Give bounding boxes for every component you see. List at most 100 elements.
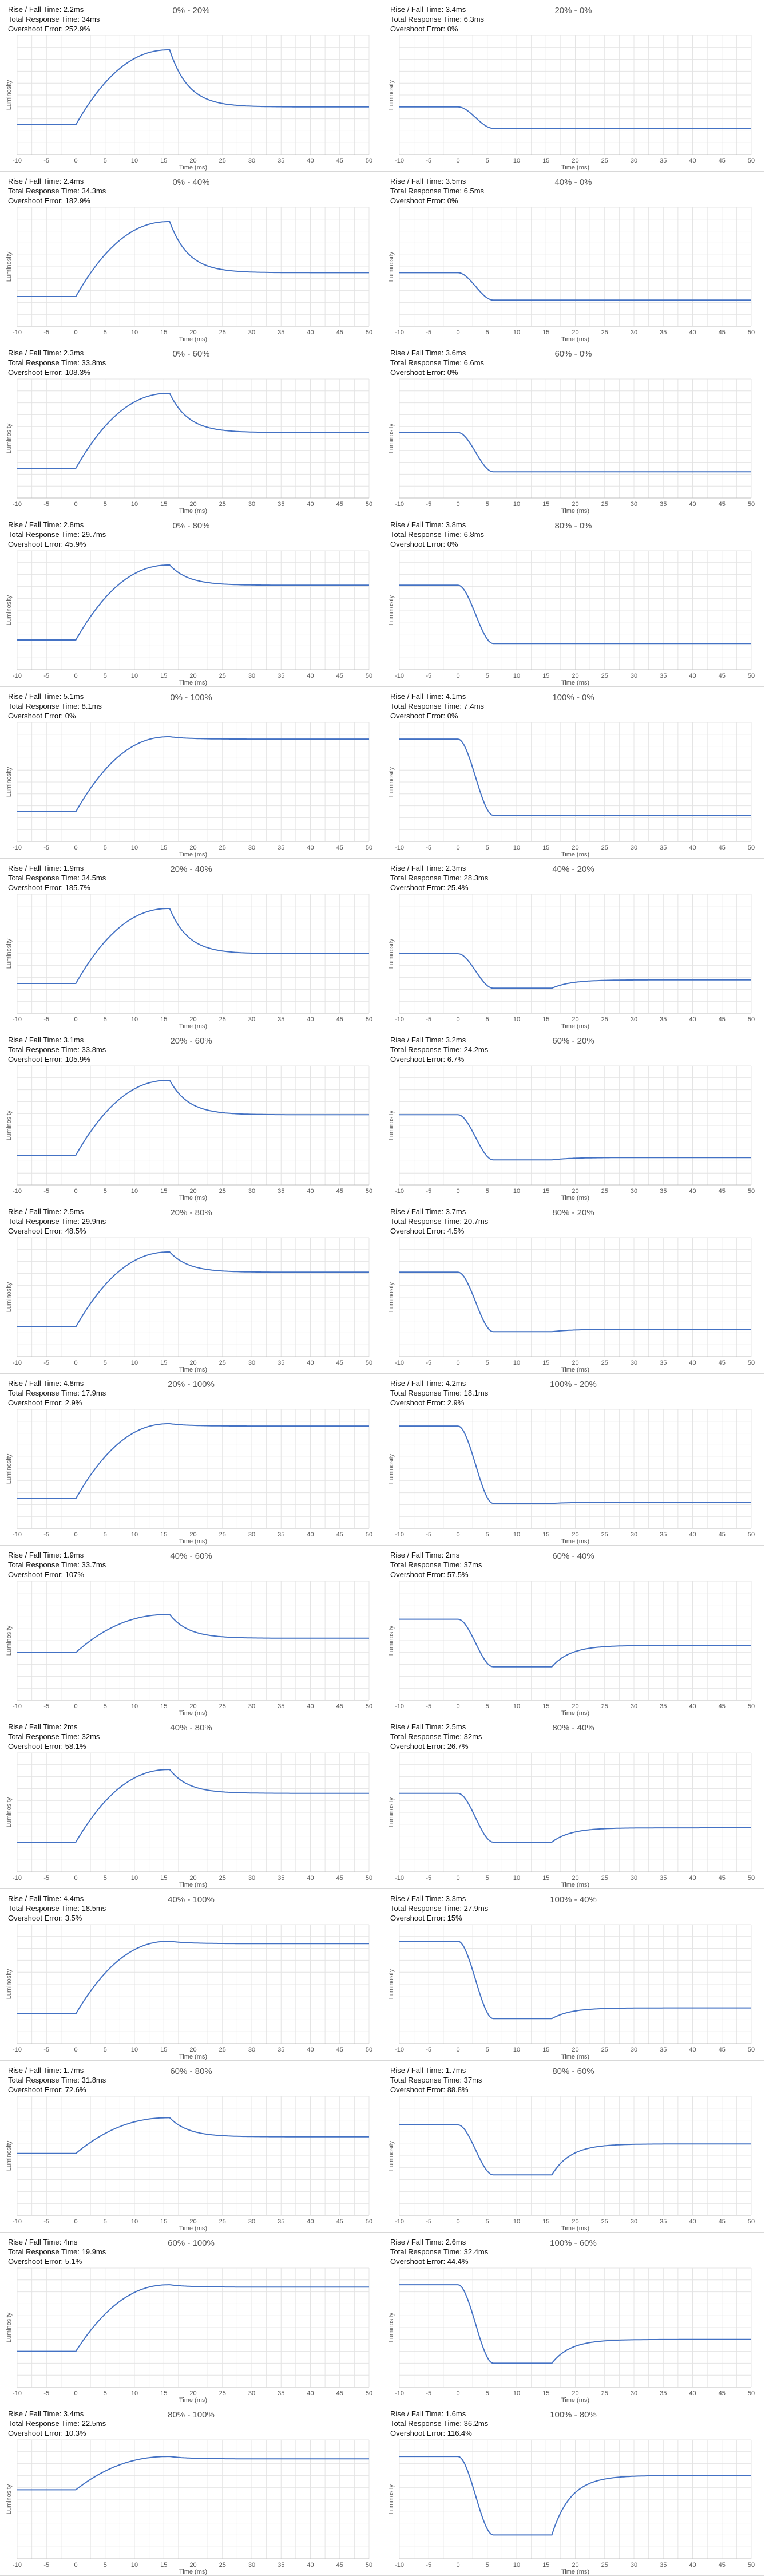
x-tick-label: -5 xyxy=(43,1703,49,1710)
x-tick-label: 45 xyxy=(719,2046,726,2053)
chart-panel: Rise / Fall Time: 3.2ms Total Response Ti… xyxy=(382,1030,764,1202)
response-stats: Rise / Fall Time: 2ms Total Response Time… xyxy=(390,1550,482,1579)
x-tick-label: 40 xyxy=(307,329,314,336)
x-tick-label: 10 xyxy=(513,1531,520,1538)
x-axis-label: Time (ms) xyxy=(179,2569,207,2575)
total-response-time-label: Total Response Time: 27.9ms xyxy=(390,1904,489,1913)
response-stats: Rise / Fall Time: 2.6ms Total Response Ti… xyxy=(390,2237,488,2266)
chart-panel: Rise / Fall Time: 3.4ms Total Response Ti… xyxy=(0,2404,382,2576)
chart-panel: Rise / Fall Time: 3.8ms Total Response Ti… xyxy=(382,515,764,687)
x-tick-label: 40 xyxy=(689,673,696,679)
x-tick-label: 15 xyxy=(542,844,549,851)
rise-fall-time-label: Rise / Fall Time: 1.9ms xyxy=(8,864,84,872)
x-tick-label: 50 xyxy=(748,501,755,508)
response-curve xyxy=(399,1271,751,1333)
chart-panel: Rise / Fall Time: 1.7ms Total Response Ti… xyxy=(382,2061,764,2233)
line-plot: -10 -5 0 5 10 15 20 25 30 35 40 45 50 Time (ms) xyxy=(13,1409,372,1545)
x-tick-label: 30 xyxy=(631,844,637,851)
rise-fall-time-label: Rise / Fall Time: 2.8ms xyxy=(8,520,84,529)
x-tick-label: 5 xyxy=(104,1875,107,1882)
x-tick-label: 20 xyxy=(189,2390,196,2397)
x-tick-label: 50 xyxy=(366,1531,372,1538)
line-plot: -10 -5 0 5 10 15 20 25 30 35 40 45 50 Time (ms) xyxy=(395,1752,755,1888)
x-tick-label: 30 xyxy=(248,2218,255,2225)
chart-title: 60% - 20% xyxy=(552,1036,594,1046)
x-tick-label: -10 xyxy=(13,673,22,679)
total-response-time-label: Total Response Time: 20.7ms xyxy=(390,1217,489,1226)
x-tick-label: 10 xyxy=(513,1703,520,1710)
x-tick-label: 50 xyxy=(366,1875,372,1882)
x-tick-label: 50 xyxy=(748,329,755,336)
chart-title: 40% - 20% xyxy=(552,864,594,874)
x-axis-label: Time (ms) xyxy=(561,1195,589,1202)
x-tick-label: -10 xyxy=(395,1016,404,1023)
chart-panel: Rise / Fall Time: 2.3ms Total Response Ti… xyxy=(0,343,382,515)
chart-title: 60% - 100% xyxy=(168,2238,215,2248)
x-tick-label: 5 xyxy=(486,1531,489,1538)
response-stats: Rise / Fall Time: 3.1ms Total Response Ti… xyxy=(8,1035,106,1064)
x-axis-label: Time (ms) xyxy=(179,2225,207,2232)
x-tick-label: 5 xyxy=(486,1016,489,1023)
chart-title: 80% - 60% xyxy=(552,2067,594,2076)
x-tick-label: 10 xyxy=(513,844,520,851)
x-tick-label: 35 xyxy=(278,1531,284,1538)
x-tick-label: 5 xyxy=(104,2218,107,2225)
x-axis-label: Time (ms) xyxy=(179,679,207,686)
total-response-time-label: Total Response Time: 32ms xyxy=(8,1732,100,1741)
x-tick-label: 35 xyxy=(278,1016,284,1023)
x-tick-label: 20 xyxy=(572,673,578,679)
x-tick-label: 30 xyxy=(631,329,637,336)
response-stats: Rise / Fall Time: 4.1ms Total Response Ti… xyxy=(390,692,484,721)
x-tick-label: 35 xyxy=(660,673,667,679)
overshoot-error-label: Overshoot Error: 182.9% xyxy=(8,196,90,205)
x-tick-label: -5 xyxy=(426,157,431,164)
x-tick-label: 50 xyxy=(366,2390,372,2397)
chart-title: 0% - 40% xyxy=(172,177,210,187)
overshoot-error-label: Overshoot Error: 0% xyxy=(8,712,76,720)
x-tick-label: 10 xyxy=(131,1188,138,1195)
x-tick-label: 35 xyxy=(660,844,667,851)
x-tick-label: -5 xyxy=(43,501,49,508)
x-tick-label: 40 xyxy=(307,2218,314,2225)
x-tick-label: 40 xyxy=(689,1875,696,1882)
rise-fall-time-label: Rise / Fall Time: 2.2ms xyxy=(8,5,84,14)
x-tick-label: 45 xyxy=(719,673,726,679)
x-tick-label: 20 xyxy=(572,1531,578,1538)
line-plot: -10 -5 0 5 10 15 20 25 30 35 40 45 50 Time (ms) xyxy=(395,1065,755,1202)
x-tick-label: 0 xyxy=(74,501,77,508)
x-tick-label: 45 xyxy=(336,157,343,164)
x-tick-label: 20 xyxy=(572,2046,578,2053)
x-tick-label: 25 xyxy=(219,2562,226,2569)
response-stats: Rise / Fall Time: 2.5ms Total Response Ti… xyxy=(390,1722,482,1751)
x-tick-label: 0 xyxy=(456,844,459,851)
x-tick-label: 10 xyxy=(513,1875,520,1882)
x-tick-label: 10 xyxy=(131,844,138,851)
x-tick-label: 15 xyxy=(542,1016,549,1023)
x-tick-label: 35 xyxy=(660,1703,667,1710)
total-response-time-label: Total Response Time: 18.5ms xyxy=(8,1904,106,1913)
x-tick-label: 15 xyxy=(542,157,549,164)
line-plot: -10 -5 0 5 10 15 20 25 30 35 40 45 50 Time (ms) xyxy=(395,722,755,858)
x-tick-label: 50 xyxy=(748,1703,755,1710)
overshoot-error-label: Overshoot Error: 108.3% xyxy=(8,368,90,377)
x-tick-label: 45 xyxy=(336,329,343,336)
x-tick-label: 40 xyxy=(307,2046,314,2053)
x-tick-label: -10 xyxy=(395,2390,404,2397)
chart-title: 40% - 60% xyxy=(170,1551,212,1561)
x-tick-label: 15 xyxy=(160,2562,167,2569)
chart-title: 100% - 20% xyxy=(550,1380,597,1389)
x-tick-label: 25 xyxy=(219,1531,226,1538)
x-tick-label: 35 xyxy=(660,2046,667,2053)
x-tick-label: 10 xyxy=(513,329,520,336)
overshoot-error-label: Overshoot Error: 5.1% xyxy=(8,2257,82,2266)
chart-title: 100% - 40% xyxy=(550,1895,597,1905)
x-tick-label: -5 xyxy=(43,1875,49,1882)
x-tick-label: 35 xyxy=(660,1531,667,1538)
response-stats: Rise / Fall Time: 4.8ms Total Response Ti… xyxy=(8,1378,106,1408)
x-tick-label: 30 xyxy=(631,2562,637,2569)
x-tick-label: 45 xyxy=(719,501,726,508)
chart-title: 0% - 20% xyxy=(172,6,210,15)
x-tick-label: 40 xyxy=(307,1188,314,1195)
x-tick-label: -5 xyxy=(426,1188,431,1195)
chart-title: 100% - 0% xyxy=(552,693,594,702)
